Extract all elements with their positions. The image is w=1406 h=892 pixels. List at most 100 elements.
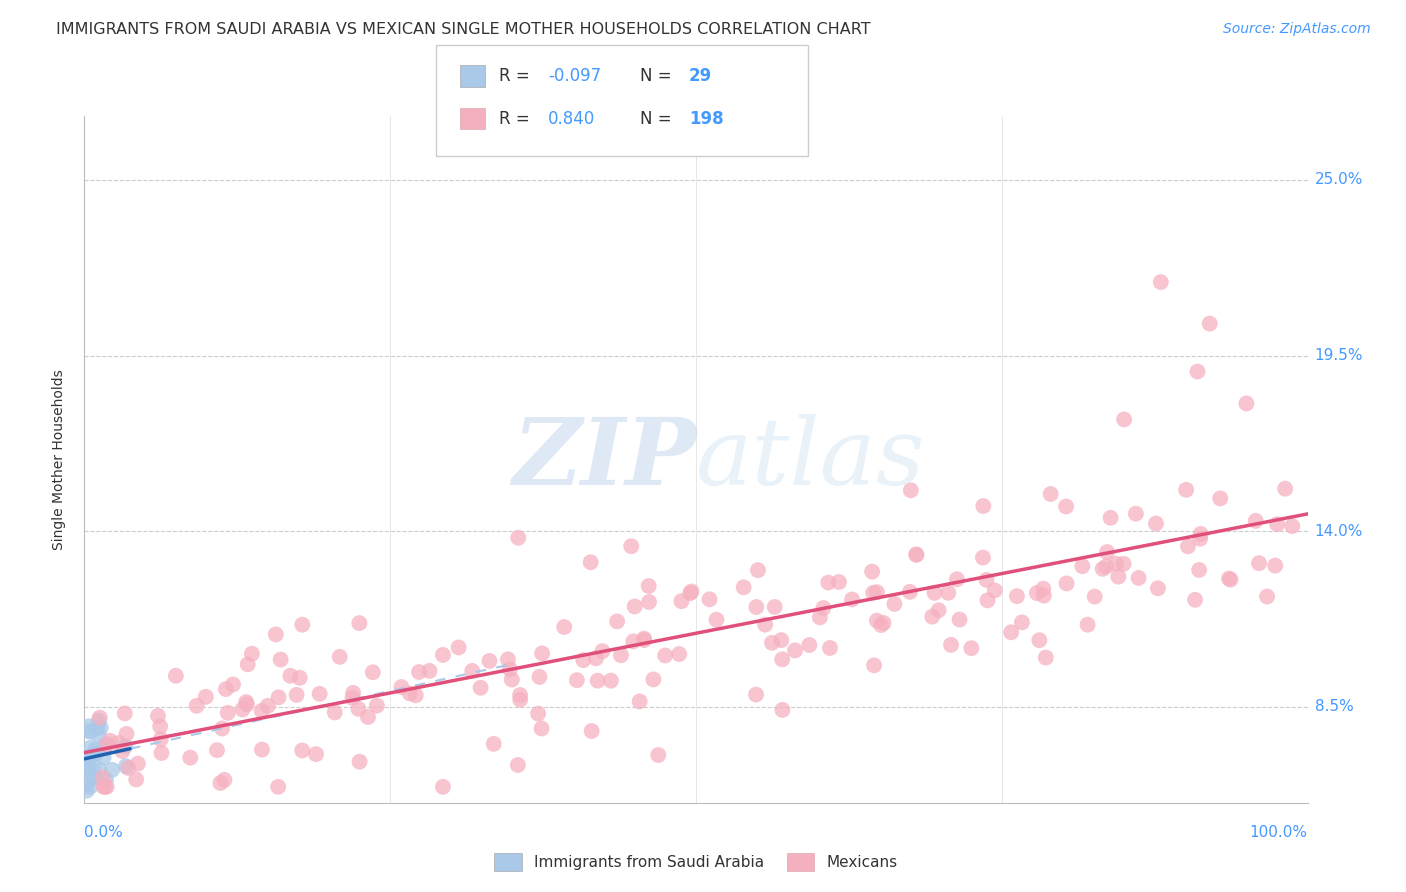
Point — [94, 772, 117, 787]
Point — [150, 746, 173, 760]
Point — [405, 689, 427, 703]
Point — [936, 586, 959, 600]
Point — [211, 722, 233, 736]
Point — [679, 586, 702, 600]
Point — [1039, 487, 1062, 501]
Point — [1188, 563, 1211, 577]
Point — [1177, 539, 1199, 553]
Point — [329, 649, 352, 664]
Point — [872, 615, 894, 630]
Point — [280, 669, 302, 683]
Point — [250, 704, 273, 718]
Point — [610, 648, 633, 663]
Point — [813, 601, 835, 615]
Point — [1218, 572, 1240, 586]
Y-axis label: Single Mother Households: Single Mother Households — [52, 369, 66, 549]
Point — [946, 572, 969, 586]
Point — [1281, 519, 1303, 533]
Point — [89, 711, 111, 725]
Point — [860, 565, 883, 579]
Point — [83, 747, 105, 761]
Point — [90, 721, 112, 735]
Point — [671, 594, 693, 608]
Point — [1150, 275, 1173, 289]
Point — [115, 759, 138, 773]
Text: 0.0%: 0.0% — [84, 825, 124, 840]
Point — [1125, 507, 1147, 521]
Text: atlas: atlas — [696, 415, 925, 504]
Point — [107, 736, 129, 750]
Point — [637, 579, 659, 593]
Point — [862, 586, 884, 600]
Text: ZIP: ZIP — [512, 415, 696, 504]
Point — [342, 690, 364, 705]
Point — [1056, 576, 1078, 591]
Point — [75, 762, 97, 776]
Point — [761, 636, 783, 650]
Point — [461, 664, 484, 678]
Point — [1114, 412, 1136, 426]
Text: Source: ZipAtlas.com: Source: ZipAtlas.com — [1223, 22, 1371, 37]
Point — [418, 664, 440, 678]
Point — [75, 751, 97, 765]
Point — [235, 695, 257, 709]
Point — [620, 539, 643, 553]
Point — [591, 644, 613, 658]
Point — [470, 681, 492, 695]
Point — [745, 688, 768, 702]
Point — [96, 738, 118, 752]
Point — [1175, 483, 1198, 497]
Point — [579, 555, 602, 569]
Point — [866, 614, 889, 628]
Point — [1084, 590, 1107, 604]
Point — [194, 690, 217, 704]
Point — [432, 780, 454, 794]
Point — [599, 673, 621, 688]
Point — [509, 692, 531, 706]
Point — [209, 776, 232, 790]
Point — [754, 617, 776, 632]
Point — [531, 647, 554, 661]
Point — [898, 584, 921, 599]
Point — [114, 706, 136, 721]
Point — [638, 595, 661, 609]
Point — [733, 580, 755, 594]
Point — [264, 627, 287, 641]
Point — [972, 550, 994, 565]
Point — [699, 592, 721, 607]
Point — [342, 686, 364, 700]
Point — [267, 780, 290, 794]
Point — [572, 653, 595, 667]
Point — [232, 702, 254, 716]
Point — [366, 698, 388, 713]
Point — [1128, 571, 1150, 585]
Point — [270, 652, 292, 666]
Point — [508, 531, 530, 545]
Point — [217, 706, 239, 720]
Point — [1247, 556, 1270, 570]
Text: R =: R = — [499, 67, 536, 85]
Point — [581, 724, 603, 739]
Point — [654, 648, 676, 663]
Point — [149, 719, 172, 733]
Point — [79, 749, 101, 764]
Point — [408, 665, 430, 679]
Point — [478, 654, 501, 668]
Point — [745, 600, 768, 615]
Point — [288, 671, 311, 685]
Point — [236, 657, 259, 672]
Point — [398, 686, 420, 700]
Point — [939, 638, 962, 652]
Point — [214, 772, 236, 787]
Point — [863, 658, 886, 673]
Point — [799, 638, 821, 652]
Point — [1144, 516, 1167, 531]
Point — [75, 778, 97, 792]
Point — [79, 772, 101, 786]
Point — [101, 763, 124, 777]
Point — [1095, 559, 1118, 574]
Point — [447, 640, 470, 655]
Point — [432, 648, 454, 662]
Point — [817, 575, 839, 590]
Point — [1184, 592, 1206, 607]
